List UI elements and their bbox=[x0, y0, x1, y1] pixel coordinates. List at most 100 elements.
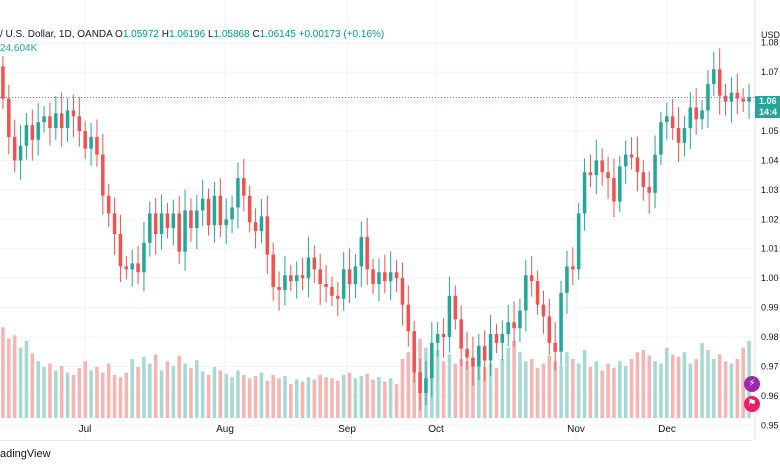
volume-bar bbox=[183, 363, 187, 418]
volume-bar bbox=[365, 373, 369, 418]
x-tick-label: Aug bbox=[216, 424, 234, 435]
time-axis[interactable]: Jul Aug Sep Oct Nov Dec bbox=[79, 424, 676, 435]
volume-bar bbox=[300, 381, 305, 418]
volume-bar bbox=[594, 361, 599, 418]
y-tick-label: 1.05 bbox=[761, 126, 779, 136]
volume-bar bbox=[477, 356, 481, 418]
y-tick-label: 1.04 bbox=[761, 155, 779, 165]
flag-icon[interactable]: ⚑ bbox=[744, 396, 760, 412]
volume-bar bbox=[588, 366, 593, 418]
open-label: O bbox=[115, 29, 123, 40]
candle bbox=[418, 358, 422, 411]
volume-bar bbox=[600, 370, 604, 418]
candle bbox=[735, 73, 740, 115]
candle bbox=[271, 242, 275, 301]
volume-bar bbox=[571, 359, 575, 418]
y-tick-label: 0.96 bbox=[761, 391, 779, 401]
volume-bar bbox=[506, 347, 510, 418]
candle bbox=[65, 98, 70, 142]
candle bbox=[277, 271, 281, 311]
volume-bar bbox=[118, 377, 123, 418]
candle bbox=[676, 107, 681, 162]
countdown-text: 14:4 bbox=[759, 107, 778, 117]
volume-bar bbox=[136, 366, 140, 418]
candle bbox=[265, 195, 270, 274]
volume-bar bbox=[565, 352, 569, 418]
price-axis[interactable]: 1.08 1.07 1.06 1.05 1.04 1.03 1.02 1.01 1.00 0.99… bbox=[754, 0, 779, 440]
candle bbox=[153, 197, 158, 255]
volume-bar bbox=[453, 363, 458, 418]
candle bbox=[112, 197, 117, 255]
axis-divider bbox=[0, 440, 752, 441]
volume-bar bbox=[212, 366, 217, 418]
volume-bar bbox=[159, 370, 164, 418]
volume-bar bbox=[195, 360, 199, 418]
candle bbox=[206, 188, 211, 236]
candle bbox=[653, 135, 657, 209]
candle bbox=[576, 203, 581, 280]
volume-bar bbox=[142, 356, 146, 418]
volume-bar bbox=[259, 372, 264, 418]
currency-label[interactable]: USD bbox=[761, 30, 780, 40]
y-tick-label: 1.01 bbox=[761, 244, 779, 254]
volume-bar bbox=[712, 359, 716, 418]
volume-bar bbox=[547, 355, 552, 418]
y-tick-label: 1.07 bbox=[761, 67, 779, 77]
volume-bar bbox=[618, 361, 622, 418]
volume-bar bbox=[488, 363, 493, 418]
volume-bar bbox=[359, 376, 364, 418]
flash-icon[interactable]: ⚡ bbox=[744, 376, 760, 392]
volume-bar bbox=[676, 356, 681, 418]
volume-bar bbox=[512, 340, 516, 418]
candle bbox=[171, 199, 176, 246]
volume-bar bbox=[48, 363, 52, 418]
candle bbox=[729, 77, 734, 123]
volume-bar bbox=[253, 376, 258, 418]
candle bbox=[723, 83, 728, 116]
candle bbox=[95, 119, 99, 167]
volume-bar bbox=[647, 355, 651, 418]
candle bbox=[524, 259, 528, 332]
volume-bar bbox=[106, 363, 111, 418]
candle bbox=[406, 285, 411, 347]
candle bbox=[400, 262, 405, 326]
volume-bar bbox=[18, 347, 23, 418]
candle bbox=[142, 221, 146, 292]
volume-bar bbox=[242, 374, 246, 418]
volume-bar bbox=[606, 363, 610, 418]
candle bbox=[465, 331, 469, 370]
candle bbox=[230, 195, 234, 234]
volume-bar bbox=[435, 349, 440, 418]
y-tick-label: 1.08 bbox=[761, 38, 779, 48]
volume-bar bbox=[289, 383, 293, 418]
candle bbox=[312, 245, 317, 284]
candle bbox=[412, 320, 416, 383]
volume-bar bbox=[735, 359, 740, 418]
candle bbox=[259, 198, 264, 244]
volume-bar bbox=[265, 380, 270, 418]
candle bbox=[247, 185, 252, 233]
volume-bar bbox=[277, 378, 281, 418]
candle bbox=[148, 201, 152, 257]
candle bbox=[541, 290, 546, 334]
candle bbox=[471, 336, 475, 386]
volume-bar bbox=[729, 363, 734, 418]
candle bbox=[36, 103, 40, 156]
candle bbox=[218, 178, 223, 238]
candle bbox=[159, 194, 164, 250]
volume-bar bbox=[688, 363, 693, 418]
candle bbox=[494, 323, 499, 354]
x-tick-label: Dec bbox=[658, 424, 676, 435]
current-price-tag: 1.06 14:4 bbox=[755, 96, 780, 118]
volume-bar bbox=[71, 374, 76, 418]
candle bbox=[441, 318, 446, 358]
candle bbox=[565, 250, 569, 314]
volume-bar bbox=[700, 343, 704, 418]
x-tick-label: Sep bbox=[338, 424, 356, 435]
volume-bar bbox=[112, 374, 117, 418]
volume-bar bbox=[324, 377, 328, 418]
candle bbox=[200, 179, 205, 227]
volume-bars bbox=[1, 327, 751, 418]
candle bbox=[659, 111, 663, 165]
